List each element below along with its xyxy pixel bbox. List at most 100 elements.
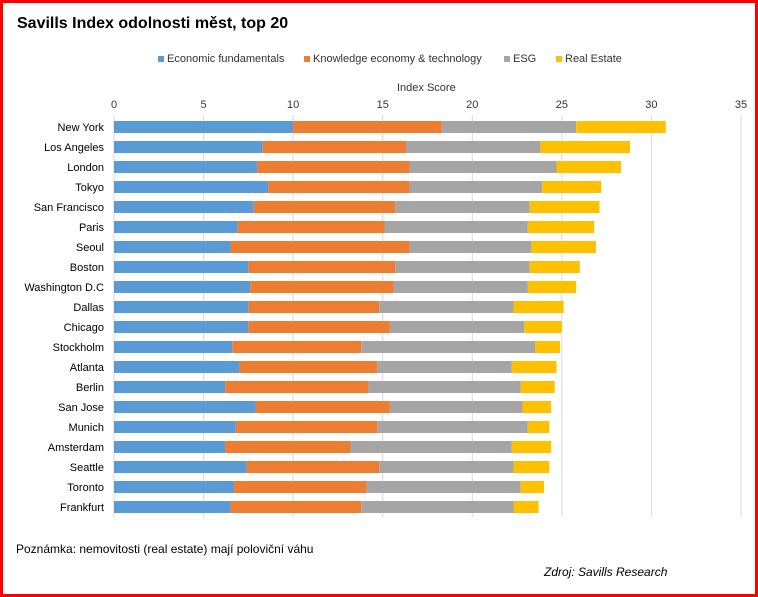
x-tick-label: 0 xyxy=(111,99,117,111)
bar-segment xyxy=(114,321,249,333)
category-label: Washington D.C xyxy=(24,282,104,294)
bar-segment xyxy=(368,381,521,393)
bar-segment xyxy=(366,481,521,493)
bar-segment xyxy=(225,381,369,393)
category-label: San Jose xyxy=(58,402,104,414)
legend-swatch-economic xyxy=(158,56,164,62)
bar-segment xyxy=(350,441,512,453)
bar-segment xyxy=(114,121,294,133)
bar-segment xyxy=(524,321,562,333)
legend-swatch-knowledge xyxy=(304,56,310,62)
bar-segment xyxy=(361,501,514,513)
category-label: Berlin xyxy=(76,382,104,394)
bar-segment xyxy=(114,421,236,433)
legend-item-economic: Economic fundamentals xyxy=(158,53,284,65)
x-tick-label: 20 xyxy=(466,99,478,111)
bar-segment xyxy=(513,301,564,313)
bar-segment xyxy=(377,421,528,433)
bar-segment xyxy=(409,241,532,253)
bar-segment xyxy=(409,181,543,193)
bar-segment xyxy=(395,261,530,273)
bar-segment xyxy=(114,381,226,393)
chart-legend: Economic fundamentals Knowledge economy … xyxy=(0,53,758,69)
bar-segment xyxy=(520,381,555,393)
footnote: Poznámka: nemovitosti (real estate) mají… xyxy=(16,542,314,556)
bar-segment xyxy=(114,501,231,513)
category-label: Stockholm xyxy=(53,342,104,354)
bar-segment xyxy=(379,461,514,473)
bar-segment xyxy=(257,161,410,173)
bar-segment xyxy=(520,481,544,493)
category-label: New York xyxy=(58,122,105,134)
bar-segment xyxy=(114,141,263,153)
category-label: London xyxy=(67,162,104,174)
bar-segment xyxy=(114,281,251,293)
bar-segment xyxy=(114,201,254,213)
bar-segment xyxy=(527,221,595,233)
bar-segment xyxy=(511,361,557,373)
bar-segment xyxy=(522,401,552,413)
bar-segment xyxy=(114,301,249,313)
legend-item-esg: ESG xyxy=(504,53,536,65)
category-label: Frankfurt xyxy=(60,502,104,514)
bar-segment xyxy=(230,241,410,253)
bar-segment xyxy=(248,301,380,313)
bar-segment xyxy=(531,241,596,253)
legend-label-esg: ESG xyxy=(513,53,537,65)
legend-item-real-estate: Real Estate xyxy=(556,53,622,65)
bar-segment xyxy=(361,341,535,353)
x-tick-label: 25 xyxy=(556,99,568,111)
bar-segment xyxy=(406,141,541,153)
bar-segment xyxy=(409,161,557,173)
bar-segment xyxy=(114,361,240,373)
legend-label-real-estate: Real Estate xyxy=(565,53,622,65)
bar-segment xyxy=(513,461,550,473)
legend-item-knowledge: Knowledge economy & technology xyxy=(304,53,482,65)
bar-segment xyxy=(293,121,442,133)
bar-segment xyxy=(384,221,528,233)
bar-segment xyxy=(556,161,621,173)
category-label: San Francisco xyxy=(34,202,104,214)
bar-segment xyxy=(542,181,602,193)
bar-segment xyxy=(534,341,561,353)
x-tick-label: 10 xyxy=(287,99,299,111)
bar-segment xyxy=(234,481,367,493)
category-label: Seattle xyxy=(70,462,104,474)
bar-segment xyxy=(114,481,235,493)
bar-segment xyxy=(511,441,552,453)
bar-segment xyxy=(268,181,410,193)
bar-segment xyxy=(262,141,407,153)
category-label: Amsterdam xyxy=(48,442,104,454)
category-label: Toronto xyxy=(67,482,104,494)
bar-segment xyxy=(114,401,256,413)
legend-label-economic: Economic fundamentals xyxy=(167,53,285,65)
bar-segment xyxy=(513,501,539,513)
x-tick-label: 15 xyxy=(377,99,389,111)
bar-segment xyxy=(235,421,378,433)
bar-segment xyxy=(248,321,390,333)
category-label: Boston xyxy=(70,262,104,274)
bar-segment xyxy=(114,261,249,273)
bar-segment xyxy=(527,421,550,433)
bar-segment xyxy=(389,401,523,413)
bar-segment xyxy=(253,201,396,213)
bar-segment xyxy=(237,221,385,233)
bar-segment xyxy=(225,441,351,453)
category-label: Munich xyxy=(69,422,104,434)
bar-segment xyxy=(377,361,512,373)
x-tick-label: 5 xyxy=(201,99,207,111)
bar-segment xyxy=(529,201,600,213)
bar-segment xyxy=(230,501,362,513)
bar-segment xyxy=(255,401,390,413)
category-label: Tokyo xyxy=(75,182,104,194)
bar-segment xyxy=(540,141,630,153)
category-label: Seoul xyxy=(76,242,104,254)
x-tick-label: 30 xyxy=(645,99,657,111)
bar-segment xyxy=(527,281,577,293)
category-label: Atlanta xyxy=(70,362,105,374)
bar-segment xyxy=(246,461,380,473)
bar-segment xyxy=(114,241,231,253)
category-label: Dallas xyxy=(73,302,104,314)
